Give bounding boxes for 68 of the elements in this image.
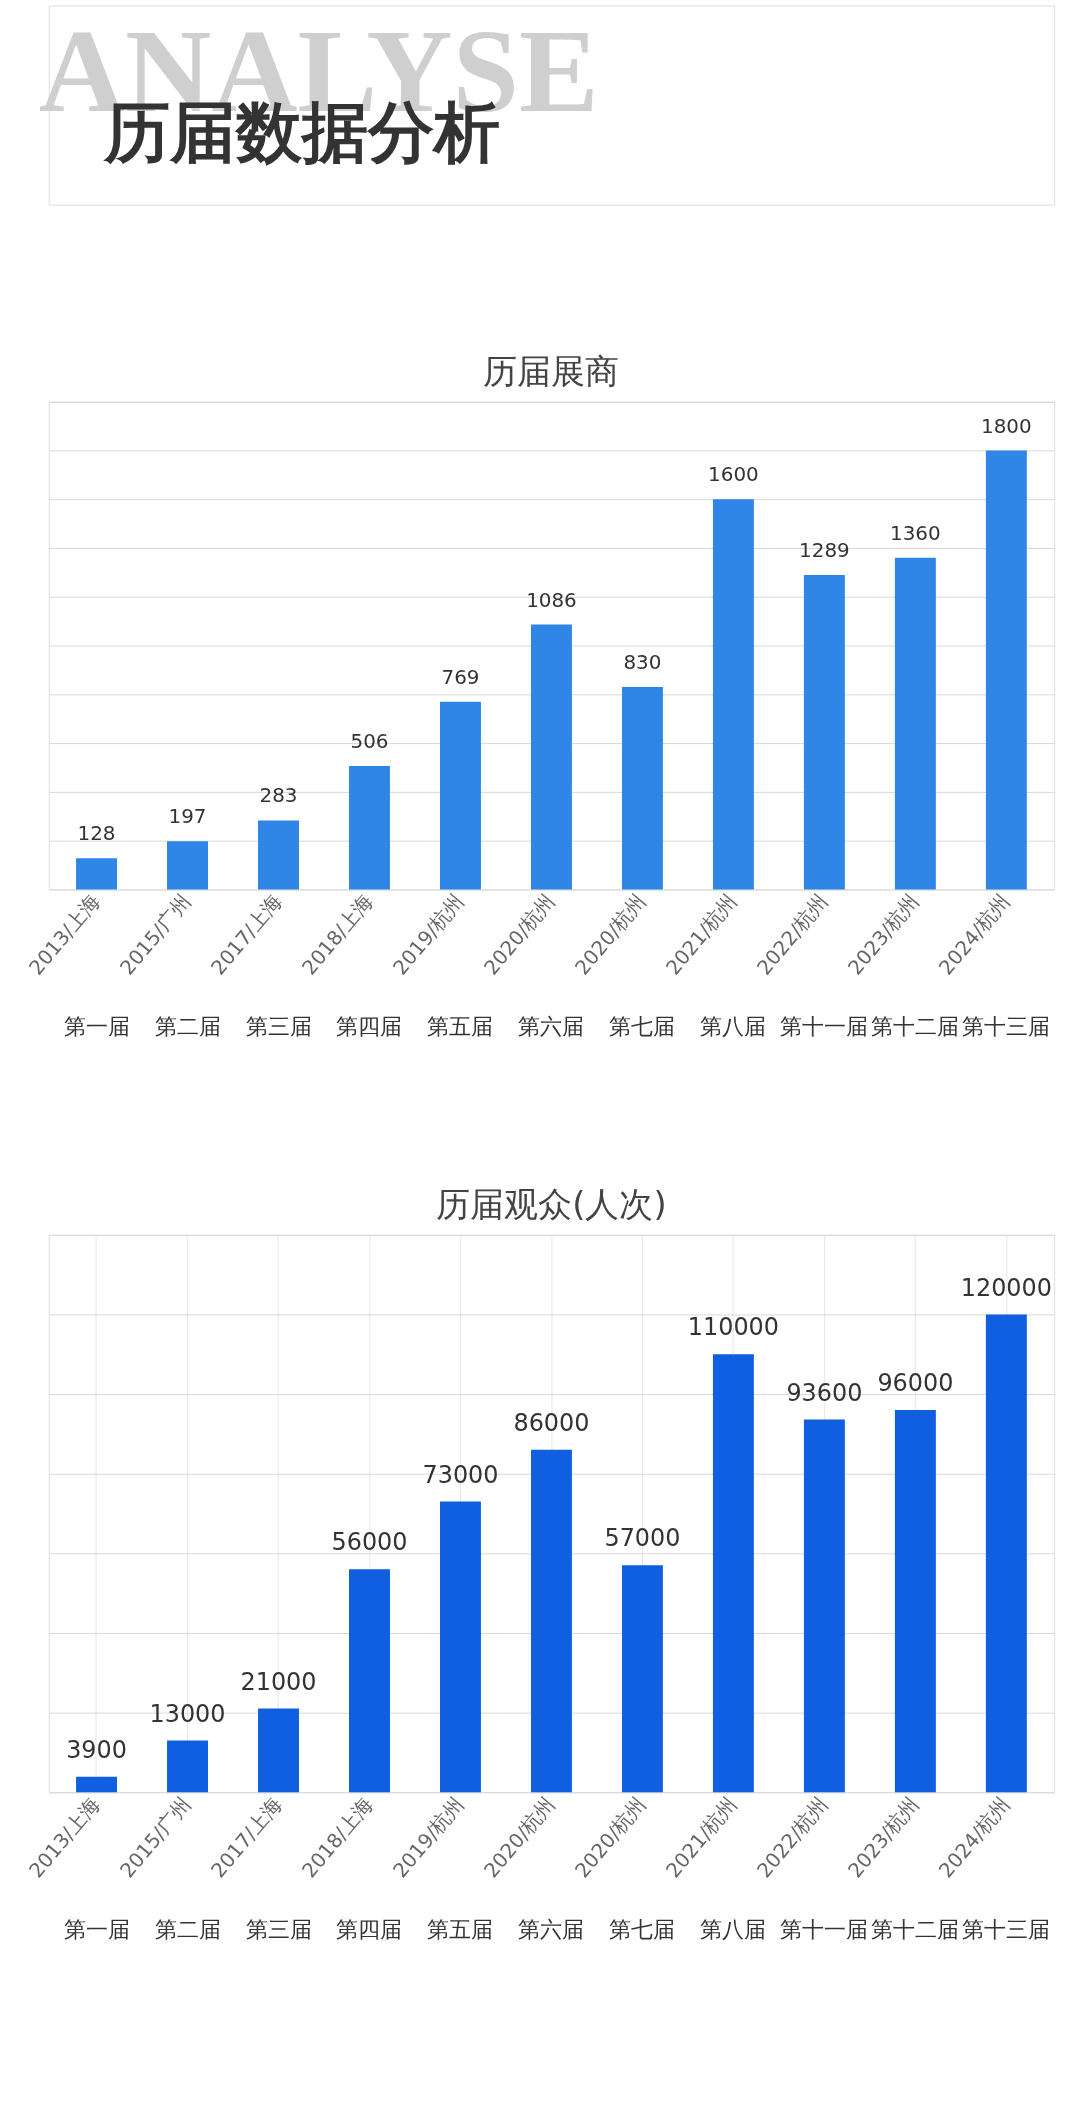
bar <box>803 575 845 890</box>
bar <box>167 841 208 890</box>
data-label: 13000 <box>149 1699 226 1728</box>
bar <box>76 1776 118 1793</box>
text: 第八届 <box>700 1916 767 1942</box>
bar <box>349 1569 390 1793</box>
text: 第二届 <box>154 1013 221 1039</box>
bar <box>258 1708 299 1793</box>
chart-title: 历届观众(人次) <box>436 1184 667 1224</box>
data-label: 93600 <box>786 1378 863 1407</box>
text: 第十一届 <box>780 1916 869 1942</box>
text: 第三届 <box>245 1013 312 1039</box>
text: 第六届 <box>518 1916 585 1942</box>
text: 第五届 <box>427 1013 494 1039</box>
text: 第七届 <box>609 1013 676 1039</box>
text: 第一届 <box>63 1013 130 1039</box>
bar <box>530 624 572 890</box>
bar <box>439 701 481 890</box>
data-label: 197 <box>168 805 207 829</box>
bar <box>985 450 1027 890</box>
data-label: 1360 <box>890 521 941 545</box>
text: 第十二届 <box>871 1916 960 1942</box>
chart-title: 历届展商 <box>483 351 620 391</box>
data-label: 1086 <box>526 588 577 612</box>
data-label: 73000 <box>422 1460 499 1489</box>
bar <box>439 1501 481 1793</box>
text: 第十二届 <box>871 1013 960 1039</box>
data-label: 96000 <box>877 1369 954 1398</box>
bar <box>349 766 390 890</box>
bar <box>530 1449 572 1793</box>
bar <box>985 1314 1027 1793</box>
bar <box>167 1740 208 1793</box>
data-label: 110000 <box>687 1313 779 1342</box>
text: 第十三届 <box>962 1013 1051 1039</box>
data-label: 57000 <box>604 1524 681 1553</box>
text: 第三届 <box>245 1916 312 1942</box>
bar <box>621 687 663 890</box>
data-label: 128 <box>77 822 116 846</box>
data-label: 1289 <box>799 539 850 563</box>
data-label: 56000 <box>331 1528 408 1557</box>
bar <box>76 858 118 890</box>
bar <box>894 557 936 890</box>
bar <box>621 1565 663 1793</box>
data-label: 283 <box>259 784 298 808</box>
data-label: 830 <box>623 651 662 675</box>
data-label: 506 <box>350 730 389 754</box>
data-label: 769 <box>441 665 480 689</box>
text: 第四届 <box>336 1916 403 1942</box>
text: 第八届 <box>700 1013 767 1039</box>
data-label: 86000 <box>513 1408 590 1437</box>
text: 第二届 <box>154 1916 221 1942</box>
bar <box>894 1410 936 1793</box>
bar <box>712 499 754 890</box>
text: 第一届 <box>63 1916 130 1942</box>
text: 第十三届 <box>962 1916 1051 1942</box>
data-label: 1800 <box>981 414 1032 438</box>
bar <box>712 1354 754 1793</box>
text: 第四届 <box>336 1013 403 1039</box>
text: 第七届 <box>609 1916 676 1942</box>
data-label: 3900 <box>66 1735 127 1764</box>
text: 第五届 <box>427 1916 494 1942</box>
text: 第十一届 <box>780 1013 869 1039</box>
text: 第六届 <box>518 1013 585 1039</box>
data-label: 21000 <box>240 1667 317 1696</box>
bar <box>258 820 299 890</box>
bar <box>803 1419 845 1793</box>
data-label: 120000 <box>960 1273 1052 1302</box>
data-label: 1600 <box>708 463 759 487</box>
